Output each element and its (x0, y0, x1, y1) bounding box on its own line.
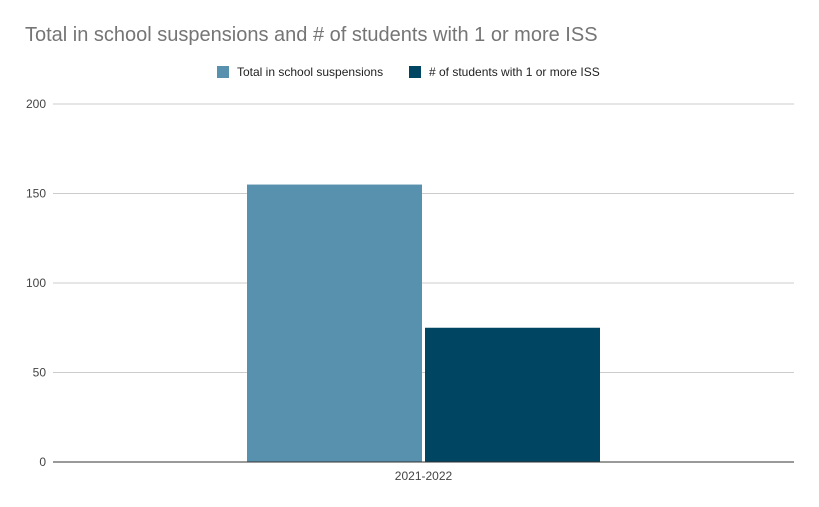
legend-label-students-iss: # of students with 1 or more ISS (429, 65, 600, 79)
y-tick-label-50: 50 (33, 366, 47, 380)
legend-item-total-suspensions: Total in school suspensions (217, 65, 383, 79)
legend-label-total-suspensions: Total in school suspensions (237, 65, 384, 79)
legend: Total in school suspensions # of student… (0, 65, 819, 81)
bar-2021-2022-series-0 (247, 184, 422, 463)
y-tick-label-150: 150 (26, 187, 46, 201)
legend-item-students-iss: # of students with 1 or more ISS (409, 65, 600, 79)
legend-swatch-students-iss (409, 66, 421, 78)
y-tick-label-100: 100 (26, 276, 46, 290)
y-tick-label-200: 200 (26, 97, 46, 111)
y-tick-label-0: 0 (39, 455, 46, 469)
x-tick-label-2021-2022: 2021-2022 (395, 469, 453, 483)
bar-2021-2022-series-1 (425, 327, 600, 462)
legend-swatch-total-suspensions (217, 66, 229, 78)
chart-title: Total in school suspensions and # of stu… (25, 24, 598, 46)
